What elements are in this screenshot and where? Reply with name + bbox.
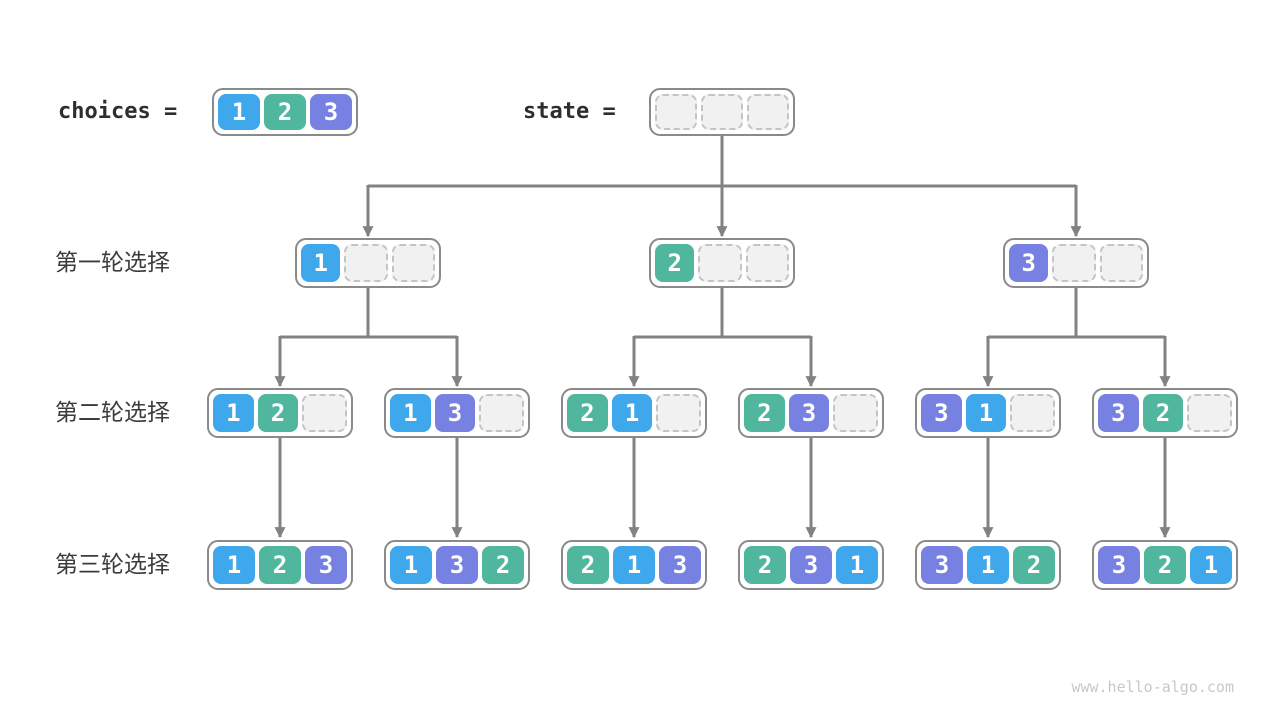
- round3-state-123: 1 2 3: [207, 540, 353, 590]
- array-cell: 1: [218, 94, 260, 130]
- round2-state-31: 3 1: [915, 388, 1061, 438]
- array-cell: [1187, 394, 1233, 432]
- array-cell: 3: [788, 394, 830, 432]
- array-cell: 3: [305, 546, 347, 584]
- array-cell: 3: [310, 94, 352, 130]
- array-cell: 3: [1009, 244, 1049, 282]
- round1-state-3: 3: [1003, 238, 1149, 288]
- array-cell: 1: [390, 394, 431, 432]
- array-cell: 1: [1190, 546, 1232, 584]
- array-cell: 2: [744, 394, 785, 432]
- round-3-label: 第三轮选择: [55, 552, 170, 578]
- round3-state-321: 3 2 1: [1092, 540, 1238, 590]
- array-cell: 1: [965, 394, 1007, 432]
- array-cell: [1052, 244, 1096, 282]
- array-cell: 3: [1098, 394, 1139, 432]
- array-cell: 2: [1013, 546, 1055, 584]
- array-cell: [391, 244, 435, 282]
- round2-state-12: 1 2: [207, 388, 353, 438]
- array-cell: 2: [1144, 546, 1186, 584]
- array-cell: 1: [836, 546, 878, 584]
- round-1-label: 第一轮选择: [55, 250, 170, 276]
- array-cell: [302, 394, 348, 432]
- round2-state-21: 2 1: [561, 388, 707, 438]
- array-cell: [1010, 394, 1056, 432]
- array-cell: 2: [567, 546, 609, 584]
- array-cell: 3: [1098, 546, 1140, 584]
- site-watermark: www.hello-algo.com: [1071, 678, 1234, 696]
- choices-array: 1 2 3: [212, 88, 358, 136]
- array-cell: 2: [1142, 394, 1184, 432]
- array-cell: 2: [264, 94, 306, 130]
- array-cell: 3: [921, 394, 962, 432]
- round1-state-2: 2: [649, 238, 795, 288]
- array-cell: 3: [436, 546, 478, 584]
- array-cell: [747, 94, 789, 130]
- array-cell: 2: [567, 394, 608, 432]
- round2-state-13: 1 3: [384, 388, 530, 438]
- state-array-root: [649, 88, 795, 136]
- array-cell: 1: [301, 244, 341, 282]
- array-cell: [1099, 244, 1143, 282]
- round3-state-132: 1 3 2: [384, 540, 530, 590]
- array-cell: 2: [259, 546, 301, 584]
- array-cell: 1: [611, 394, 653, 432]
- array-cell: [655, 94, 697, 130]
- array-cell: [698, 244, 742, 282]
- array-cell: 3: [434, 394, 476, 432]
- array-cell: 2: [482, 546, 524, 584]
- array-cell: [344, 244, 388, 282]
- choices-keyword-label: choices =: [58, 99, 178, 124]
- array-cell: 1: [213, 546, 255, 584]
- round3-state-312: 3 1 2: [915, 540, 1061, 590]
- round3-state-213: 2 1 3: [561, 540, 707, 590]
- array-cell: [479, 394, 525, 432]
- round2-state-32: 3 2: [1092, 388, 1238, 438]
- round1-state-1: 1: [295, 238, 441, 288]
- state-keyword-label: state =: [523, 99, 616, 124]
- array-cell: [701, 94, 743, 130]
- array-cell: 1: [967, 546, 1009, 584]
- array-cell: 3: [790, 546, 832, 584]
- array-cell: 3: [921, 546, 963, 584]
- array-cell: 1: [390, 546, 432, 584]
- array-cell: 2: [257, 394, 299, 432]
- array-cell: 1: [213, 394, 254, 432]
- array-cell: 2: [655, 244, 695, 282]
- array-cell: [745, 244, 789, 282]
- round-2-label: 第二轮选择: [55, 400, 170, 426]
- array-cell: 3: [659, 546, 701, 584]
- round2-state-23: 2 3: [738, 388, 884, 438]
- array-cell: [656, 394, 702, 432]
- array-cell: 1: [613, 546, 655, 584]
- array-cell: 2: [744, 546, 786, 584]
- array-cell: [833, 394, 879, 432]
- round3-state-231: 2 3 1: [738, 540, 884, 590]
